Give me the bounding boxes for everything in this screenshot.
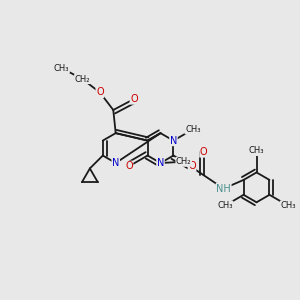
Text: CH₃: CH₃ <box>217 201 233 210</box>
Text: CH₃: CH₃ <box>185 125 201 134</box>
Text: CH₃: CH₃ <box>280 201 296 210</box>
Text: CH₃: CH₃ <box>249 146 264 155</box>
Text: O: O <box>130 94 138 104</box>
Text: O: O <box>188 161 196 171</box>
Text: CH₂: CH₂ <box>176 157 191 166</box>
Text: O: O <box>96 87 104 98</box>
Text: O: O <box>200 147 208 157</box>
Text: CH₂: CH₂ <box>75 74 90 83</box>
Text: NH: NH <box>216 184 231 194</box>
Text: N: N <box>112 158 119 168</box>
Text: O: O <box>125 161 133 171</box>
Text: N: N <box>170 136 177 146</box>
Text: CH₃: CH₃ <box>54 64 69 73</box>
Text: N: N <box>157 158 164 168</box>
